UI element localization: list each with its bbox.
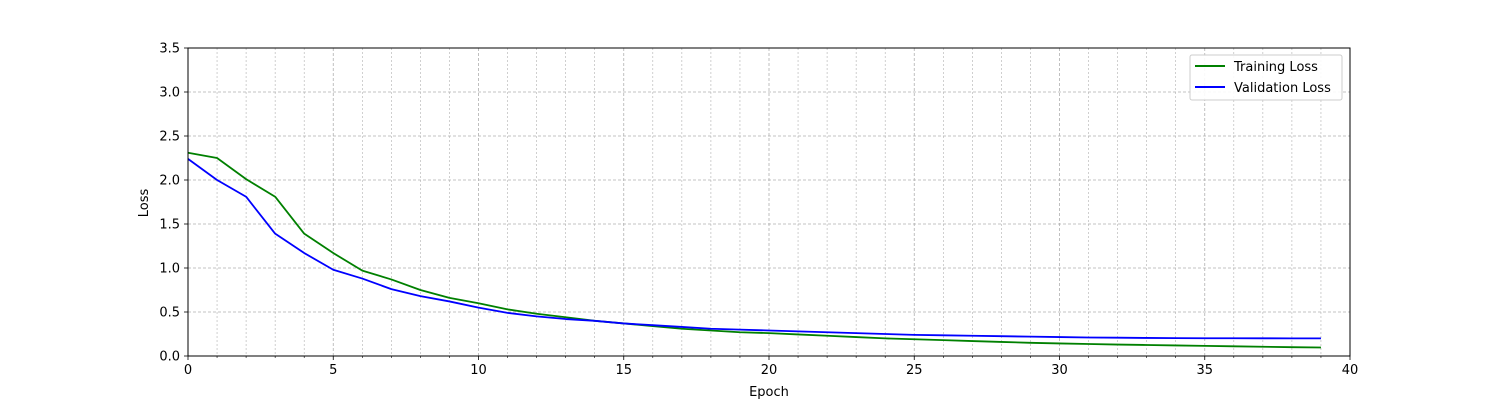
x-tick-label: 0 (184, 363, 192, 378)
x-tick-label: 20 (761, 363, 778, 378)
x-tick-label: 5 (329, 363, 337, 378)
legend-label-validation-loss: Validation Loss (1234, 81, 1331, 96)
y-tick-label: 1.0 (159, 262, 180, 277)
x-tick-label: 30 (1051, 363, 1068, 378)
x-axis-label: Epoch (749, 385, 789, 400)
y-tick-label: 2.0 (159, 174, 180, 189)
series-layer (187, 151, 1321, 349)
ticks-layer: 0 5 10 15 20 25 30 35 40 0.0 0.5 1.0 1.5 2.0 2.5 3.0 3.5 (159, 42, 1358, 379)
x-tick-label: 15 (615, 363, 632, 378)
legend-label-training-loss: Training Loss (1233, 60, 1318, 75)
x-tick-label: 40 (1342, 363, 1359, 378)
x-tick-label: 25 (906, 363, 923, 378)
y-tick-label: 1.5 (159, 218, 180, 233)
x-tick-label: 10 (470, 363, 487, 378)
y-axis-label: Loss (137, 189, 152, 218)
y-tick-label: 0.5 (159, 306, 180, 321)
legend: Training Loss Validation Loss (1189, 54, 1343, 101)
y-tick-label: 3.0 (159, 86, 180, 101)
y-tick-label: 3.5 (159, 42, 180, 57)
grid-layer (187, 47, 1351, 357)
y-tick-label: 2.5 (159, 130, 180, 145)
series-line-training-loss (187, 151, 1321, 349)
y-tick-label: 0.0 (159, 350, 180, 365)
x-tick-label: 35 (1196, 363, 1213, 378)
series-line-validation-loss (187, 158, 1321, 340)
legend-box (1189, 54, 1343, 101)
